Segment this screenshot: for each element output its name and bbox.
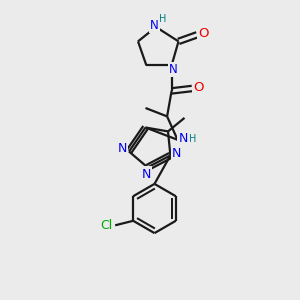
Text: O: O (199, 27, 209, 40)
Text: N: N (172, 147, 181, 161)
Text: H: H (189, 134, 196, 144)
Text: N: N (178, 132, 188, 146)
Text: O: O (193, 81, 204, 94)
Text: Cl: Cl (101, 219, 113, 232)
Text: N: N (118, 142, 127, 155)
Text: N: N (141, 167, 151, 181)
Text: N: N (169, 63, 178, 76)
Text: H: H (159, 14, 166, 24)
Text: N: N (150, 19, 159, 32)
